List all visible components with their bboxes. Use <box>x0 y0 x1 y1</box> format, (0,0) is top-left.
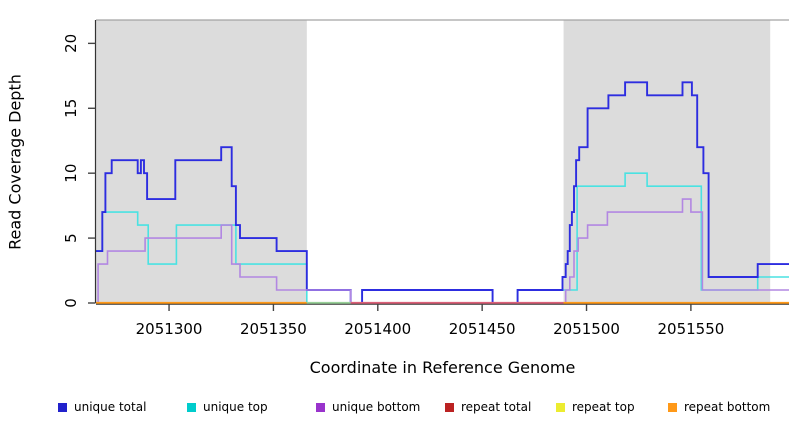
x-tick-label: 2051400 <box>344 320 411 338</box>
legend-item-repeat-total: repeat total <box>445 400 531 414</box>
x-tick-label: 2051550 <box>657 320 724 338</box>
legend-swatch-repeat-bottom <box>668 402 677 412</box>
series-unique-total-line <box>96 81 789 304</box>
legend-label: unique bottom <box>332 400 421 414</box>
x-tick-label: 2051300 <box>136 320 203 338</box>
y-tick-label: 20 <box>62 34 80 53</box>
legend-label: repeat top <box>572 400 635 414</box>
legend-item-unique-bottom: unique bottom <box>316 400 420 414</box>
x-tick-label: 2051350 <box>240 320 307 338</box>
coverage-plot: 2051300 2051350 2051400 2051450 2051500 20515… <box>62 19 789 338</box>
y-tick-label: 10 <box>62 164 80 183</box>
y-axis-title: Read Coverage Depth <box>5 74 25 250</box>
series-unique-bottom-line <box>96 198 789 304</box>
legend-item-unique-total: unique total <box>58 400 146 414</box>
legend-item-repeat-bottom: repeat bottom <box>668 400 770 414</box>
x-tick-label: 2051450 <box>449 320 516 338</box>
shaded-repeat-region-1 <box>96 20 307 303</box>
y-tick-label: 5 <box>62 233 80 243</box>
y-tick-label: 15 <box>62 99 80 118</box>
y-tick-label: 0 <box>62 298 80 308</box>
x-tick-label: 2051500 <box>553 320 620 338</box>
legend-swatch-unique-top <box>187 402 196 412</box>
legend-item-repeat-top: repeat top <box>556 400 635 414</box>
legend-swatch-repeat-top <box>556 402 565 412</box>
legend-item-unique-top: unique top <box>187 400 268 414</box>
shaded-repeat-region-2 <box>563 20 771 303</box>
legend-label: unique top <box>203 400 268 414</box>
legend-label: repeat bottom <box>684 400 771 414</box>
x-axis-title: Coordinate in Reference Genome <box>309 358 576 377</box>
legend-swatch-repeat-total <box>445 402 454 412</box>
legend-label: unique total <box>74 400 147 414</box>
legend-swatch-unique-bottom <box>316 402 325 412</box>
legend-swatch-unique-total <box>58 402 67 412</box>
legend-label: repeat total <box>461 400 532 414</box>
